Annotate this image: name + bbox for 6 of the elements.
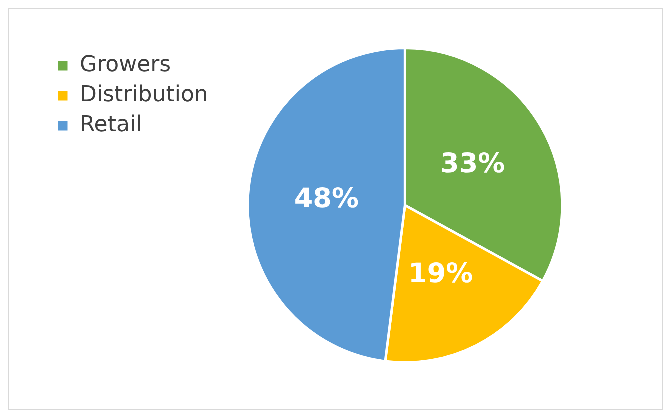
data-label: 48% [294,184,360,215]
legend-label: Growers [80,52,172,78]
legend-label: Retail [80,112,142,138]
data-label: 19% [408,258,474,290]
legend-label: Distribution [80,82,208,108]
data-label: 33% [440,148,506,180]
